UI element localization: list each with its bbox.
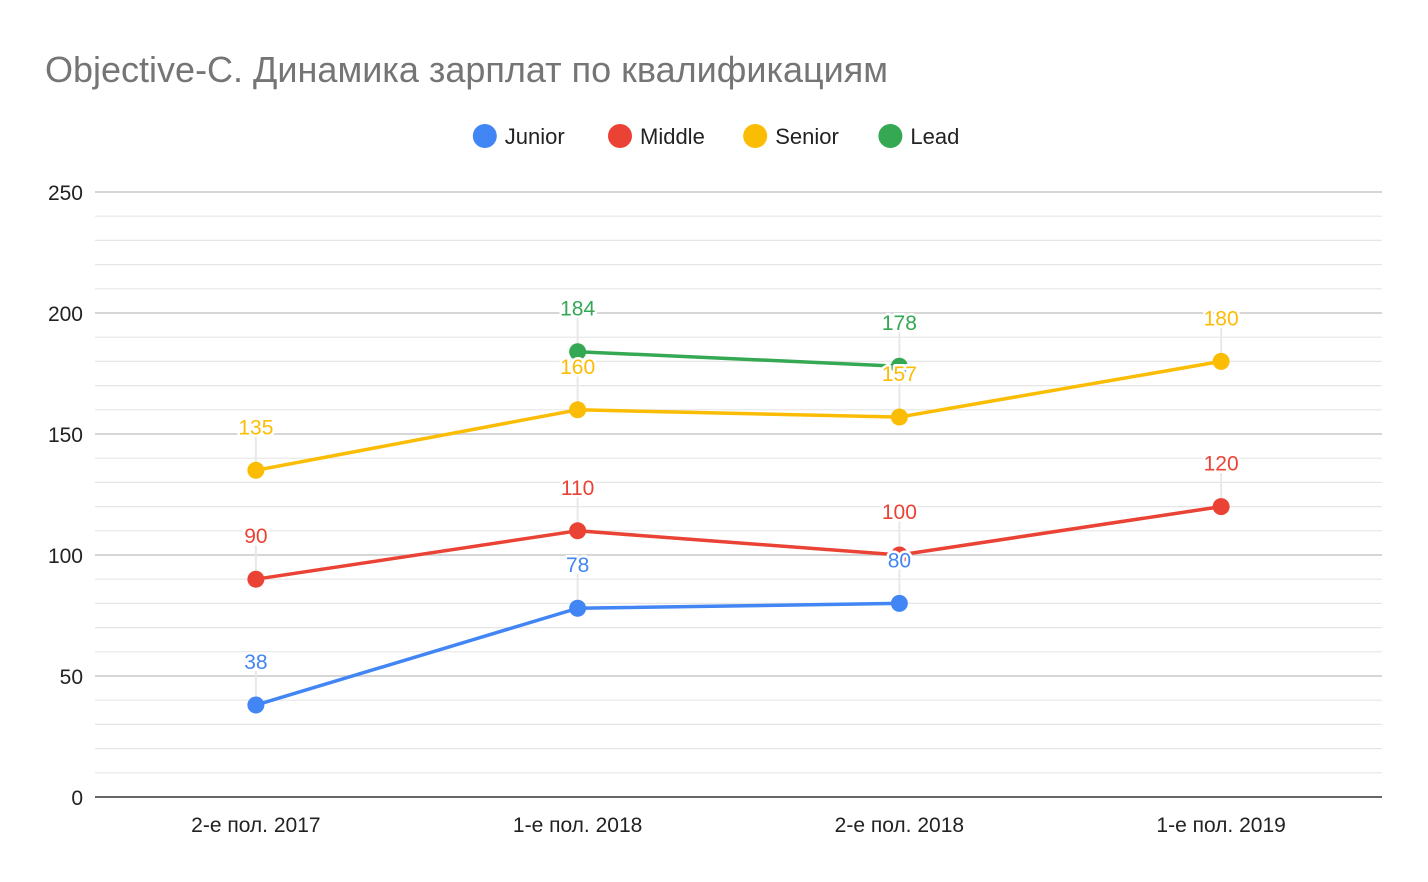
data-point-senior xyxy=(569,401,587,419)
legend-marker-senior xyxy=(743,124,768,148)
gridlines xyxy=(95,191,1382,798)
data-point-senior xyxy=(890,408,908,426)
data-label-middle: 120 xyxy=(1204,453,1239,476)
series-line-junior xyxy=(255,601,900,707)
data-label-middle: 110 xyxy=(561,477,594,500)
y-tick-label: 250 xyxy=(48,182,83,205)
y-tick-label: 200 xyxy=(48,303,83,326)
x-tick-label: 2-е пол. 2018 xyxy=(835,814,964,837)
data-label-senior: 160 xyxy=(560,356,595,379)
data-point-middle xyxy=(247,570,265,588)
data-point-middle xyxy=(1212,498,1230,516)
data-label-junior: 78 xyxy=(566,554,589,577)
data-point-senior xyxy=(247,461,265,479)
y-tick-label: 0 xyxy=(71,787,83,810)
legend-marker-junior xyxy=(472,124,497,148)
legend-marker-middle xyxy=(608,124,632,148)
data-point-middle xyxy=(890,546,908,564)
data-point-junior xyxy=(569,599,587,617)
series-line-senior xyxy=(255,359,1222,473)
data-label-senior: 157 xyxy=(882,363,917,386)
legend-label-middle: Middle xyxy=(640,124,705,149)
legend-label-lead: Lead xyxy=(910,124,959,149)
data-label-senior: 180 xyxy=(1204,307,1239,330)
data-point-lead xyxy=(890,357,908,375)
x-axis: 2-е пол. 2017 1-е пол. 2018 2-е пол. 2018 1… xyxy=(191,814,1286,837)
y-axis: 0 50 100 150 200 250 xyxy=(48,182,83,810)
legend-label-senior: Senior xyxy=(775,124,839,149)
series-line-middle xyxy=(255,504,1222,581)
data-label-lead: 178 xyxy=(882,312,917,335)
data-labels: 38 78 80 90 110 100 120 135 160 157 180 184 178 xyxy=(236,295,1241,676)
y-tick-label: 50 xyxy=(60,666,83,689)
data-point-senior xyxy=(1212,352,1230,370)
data-label-middle: 90 xyxy=(244,525,267,548)
data-label-middle: 100 xyxy=(882,501,917,524)
data-point-junior xyxy=(890,594,908,612)
series-line-lead xyxy=(577,349,900,368)
y-tick-label: 100 xyxy=(48,545,83,568)
data-point-lead xyxy=(569,343,587,361)
data-label-lead: 184 xyxy=(560,298,595,321)
legend: Junior Middle Senior Lead xyxy=(472,124,959,149)
chart-title: Objective-C. Динамика зарплат по квалифи… xyxy=(45,49,888,90)
x-tick-label: 1-е пол. 2018 xyxy=(513,814,642,837)
y-tick-label: 150 xyxy=(48,424,83,447)
data-label-junior: 80 xyxy=(888,549,911,572)
data-label-senior: 135 xyxy=(238,416,273,439)
data-point-junior xyxy=(247,696,265,714)
series-group xyxy=(247,317,1230,714)
legend-marker-lead xyxy=(878,124,903,148)
x-tick-label: 2-е пол. 2017 xyxy=(191,814,320,837)
data-label-junior: 38 xyxy=(244,651,267,674)
legend-label-junior: Junior xyxy=(505,124,565,149)
data-point-middle xyxy=(569,522,587,540)
x-tick-label: 1-е пол. 2019 xyxy=(1156,814,1285,837)
